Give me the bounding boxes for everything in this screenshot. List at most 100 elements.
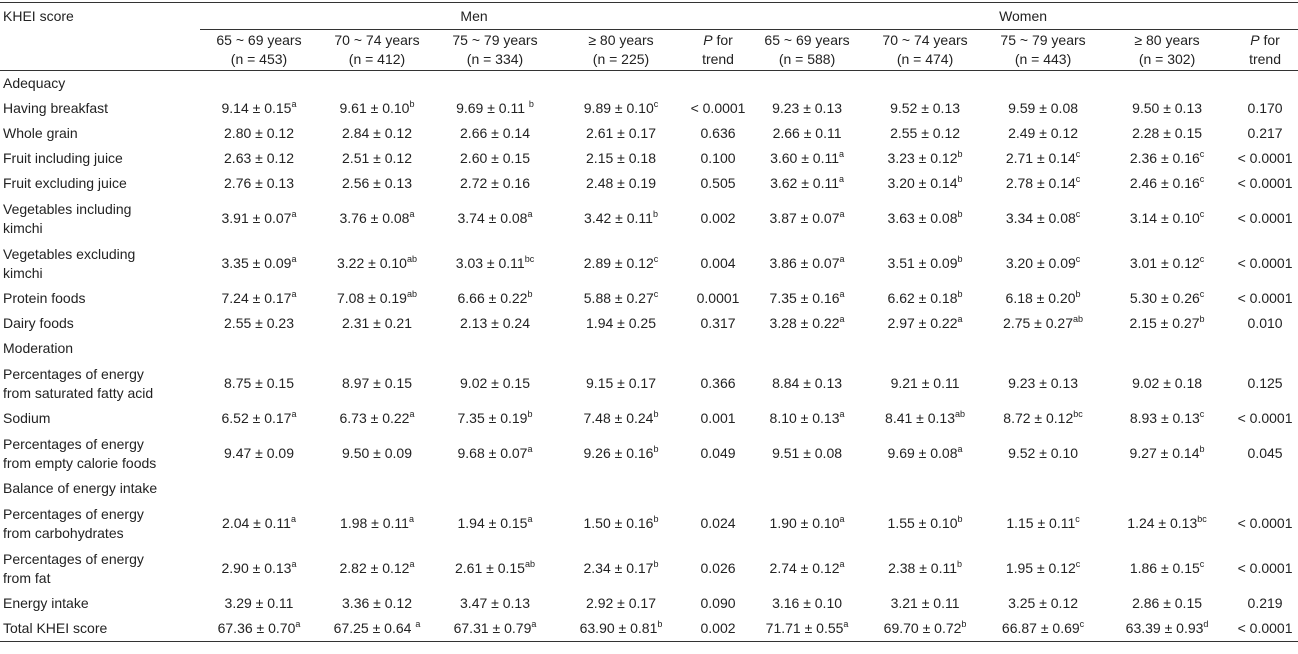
significance-superscript: c: [1075, 559, 1081, 569]
mean-se-cell: 2.75 ± 0.27ab: [984, 311, 1102, 336]
mean-se-cell: 3.36 ± 0.12: [318, 591, 436, 616]
row-label: Vegetables including kimchi: [3, 200, 132, 236]
mean-se-cell: 9.89 ± 0.10c: [554, 96, 688, 121]
mean-se-value: 1.94 ± 0.25: [586, 315, 656, 331]
mean-se-value: 2.72 ± 0.16: [460, 175, 530, 191]
mean-se-cell: 3.20 ± 0.14b: [866, 171, 984, 196]
column-header-n: (n = 588): [778, 51, 836, 67]
mean-se-value: 2.61 ± 0.17: [586, 125, 656, 141]
p-value-cell: 0.002: [688, 196, 748, 241]
mean-se-cell: 3.22 ± 0.10ab: [318, 241, 436, 286]
mean-se-cell: 9.02 ± 0.18: [1102, 361, 1232, 406]
mean-se-cell: 2.97 ± 0.22a: [866, 311, 984, 336]
mean-se-value: 2.63 ± 0.12: [224, 150, 294, 166]
mean-se-cell: 2.04 ± 0.11a: [200, 501, 318, 546]
significance-superscript: a: [527, 444, 533, 454]
column-header-age: ≥ 80 years: [1134, 32, 1200, 48]
mean-se-cell: 9.21 ± 0.11: [866, 361, 984, 406]
table-body: Adequacy Having breakfast 9.14 ± 0.15a 9.61…: [0, 71, 1298, 642]
significance-superscript: a: [291, 409, 297, 419]
mean-se-cell: 2.86 ± 0.15: [1102, 591, 1232, 616]
mean-se-cell: 3.28 ± 0.22a: [748, 311, 866, 336]
table-row: Vegetables excluding kimchi 3.35 ± 0.09a 3…: [0, 241, 1298, 286]
mean-se-cell: 8.10 ± 0.13a: [748, 406, 866, 431]
mean-se-value: 3.20 ± 0.14: [887, 175, 958, 191]
section-label: Moderation: [3, 340, 74, 356]
mean-se-cell: 3.47 ± 0.13: [436, 591, 554, 616]
mean-se-value: 3.03 ± 0.11: [455, 255, 525, 271]
mean-se-cell: 3.63 ± 0.08b: [866, 196, 984, 241]
significance-superscript: b: [957, 149, 963, 159]
row-label: Having breakfast: [3, 100, 109, 116]
significance-superscript: b: [957, 254, 963, 264]
significance-superscript: b: [1199, 314, 1205, 324]
p-value: < 0.0001: [1237, 175, 1293, 191]
mean-se-cell: 9.52 ± 0.10: [984, 431, 1102, 476]
p-value-cell: < 0.0001: [1232, 546, 1298, 591]
mean-se-cell: 2.15 ± 0.18: [554, 146, 688, 171]
significance-superscript: c: [1199, 174, 1205, 184]
mean-se-value: 1.90 ± 0.10: [769, 515, 840, 531]
mean-se-cell: 2.31 ± 0.21: [318, 311, 436, 336]
mean-se-cell: 3.35 ± 0.09a: [200, 241, 318, 286]
significance-superscript: b: [527, 289, 533, 299]
p-value: < 0.0001: [1237, 255, 1293, 271]
mean-se-cell: 3.20 ± 0.09c: [984, 241, 1102, 286]
mean-se-value: 2.55 ± 0.12: [890, 125, 961, 141]
mean-se-value: 2.36 ± 0.16: [1129, 150, 1200, 166]
mean-se-value: 9.47 ± 0.09: [224, 445, 294, 461]
mean-se-value: 2.46 ± 0.16: [1129, 175, 1200, 191]
mean-se-cell: 1.86 ± 0.15c: [1102, 546, 1232, 591]
column-header-n: (n = 334): [466, 51, 524, 67]
mean-se-value: 3.01 ± 0.12: [1129, 255, 1200, 271]
table-row: Having breakfast 9.14 ± 0.15a 9.61 ± 0.10b…: [0, 96, 1298, 121]
mean-se-cell: 3.34 ± 0.08c: [984, 196, 1102, 241]
significance-superscript: a: [409, 209, 415, 219]
group-header-men: Men: [200, 2, 749, 30]
mean-se-cell: 2.28 ± 0.15: [1102, 121, 1232, 146]
mean-se-value: 9.23 ± 0.13: [1008, 375, 1079, 391]
significance-superscript: bc: [1197, 514, 1207, 524]
mean-se-cell: 2.89 ± 0.12c: [554, 241, 688, 286]
mean-se-cell: 1.90 ± 0.10a: [748, 501, 866, 546]
mean-se-cell: 2.82 ± 0.12a: [318, 546, 436, 591]
mean-se-value: 2.38 ± 0.11: [888, 560, 957, 576]
mean-se-cell: 8.97 ± 0.15: [318, 361, 436, 406]
significance-superscript: b: [1075, 289, 1081, 299]
mean-se-value: 2.15 ± 0.27: [1129, 315, 1200, 331]
p-value: < 0.0001: [1237, 515, 1293, 531]
row-label: Percentages of energy from saturated fat…: [3, 365, 154, 401]
mean-se-cell: 8.72 ± 0.12bc: [984, 406, 1102, 431]
column-header-women-3: 75 ~ 79 years (n = 443): [984, 30, 1102, 71]
section-label: Balance of energy intake: [3, 480, 158, 496]
mean-se-cell: 2.61 ± 0.17: [554, 121, 688, 146]
mean-se-value: 7.48 ± 0.24: [583, 410, 654, 426]
mean-se-cell: 9.50 ± 0.09: [318, 431, 436, 476]
p-value: 0.125: [1247, 375, 1283, 391]
mean-se-value: 2.78 ± 0.14: [1005, 175, 1076, 191]
mean-se-cell: 7.24 ± 0.17a: [200, 286, 318, 311]
mean-se-cell: 3.76 ± 0.08a: [318, 196, 436, 241]
p-value: 0.366: [700, 375, 736, 391]
mean-se-value: 2.60 ± 0.15: [460, 150, 530, 166]
mean-se-value: 66.87 ± 0.69: [1001, 620, 1080, 636]
mean-se-value: 2.51 ± 0.12: [342, 150, 412, 166]
mean-se-cell: 9.27 ± 0.14b: [1102, 431, 1232, 476]
mean-se-value: 3.23 ± 0.12: [887, 150, 958, 166]
mean-se-value: 2.28 ± 0.15: [1132, 125, 1203, 141]
mean-se-value: 9.50 ± 0.09: [342, 445, 412, 461]
significance-superscript: bc: [524, 254, 535, 264]
section-label: Adequacy: [3, 75, 66, 91]
mean-se-cell: 3.86 ± 0.07a: [748, 241, 866, 286]
table-row: Fruit including juice 2.63 ± 0.12 2.51 ± 0…: [0, 146, 1298, 171]
row-label: Sodium: [3, 410, 51, 426]
significance-superscript: b: [657, 619, 663, 629]
significance-superscript: a: [839, 149, 845, 159]
mean-se-value: 9.26 ± 0.16: [583, 445, 654, 461]
significance-superscript: a: [839, 559, 845, 569]
mean-se-cell: 2.66 ± 0.14: [436, 121, 554, 146]
mean-se-value: 9.21 ± 0.11: [890, 375, 960, 391]
mean-se-value: 2.49 ± 0.12: [1008, 125, 1079, 141]
p-value: 0.100: [700, 150, 736, 166]
mean-se-value: 3.86 ± 0.07: [769, 255, 840, 271]
